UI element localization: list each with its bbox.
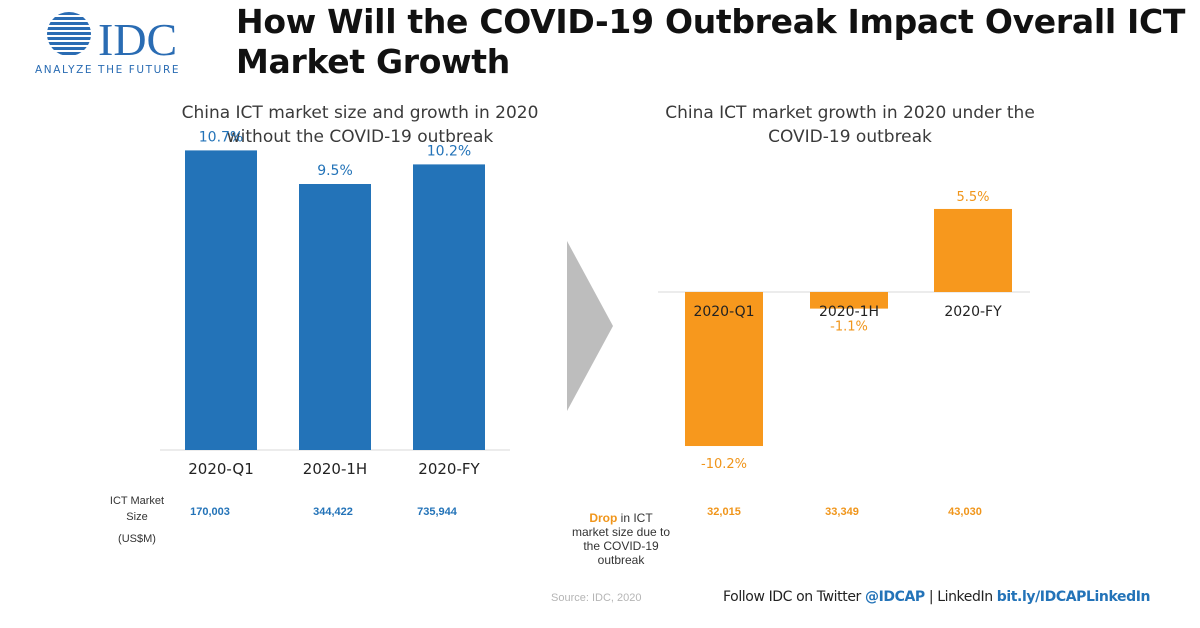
right-data-label: 5.5%	[956, 190, 989, 205]
market-size-1h: 344,422	[313, 506, 353, 518]
left-chart-title: China ICT market size and growth in 2020…	[181, 103, 539, 147]
left-category-label: 2020-Q1	[188, 460, 254, 478]
market-size-label: ICT Market Size (US$M)	[109, 495, 165, 545]
right-chart-title: China ICT market growth in 2020 under th…	[665, 103, 1035, 147]
market-size-fy: 735,944	[417, 506, 457, 518]
right-bar-2020-q1	[685, 292, 763, 447]
left-bar-2020-1h	[299, 184, 371, 450]
drop-fy: 43,030	[948, 506, 982, 518]
left-bar-2020-q1	[185, 150, 257, 450]
market-size-q1: 170,003	[190, 506, 230, 518]
right-category-label: 2020-FY	[944, 304, 1002, 320]
drop-q1: 32,015	[707, 506, 741, 518]
left-data-label: 10.2%	[427, 143, 471, 159]
right-category-label: 2020-1H	[819, 304, 879, 320]
drop-label: Drop in ICT market size due to the COVID…	[571, 511, 671, 567]
globe-icon	[47, 12, 91, 55]
left-bar-2020-fy	[413, 164, 485, 450]
right-bar-2020-fy	[934, 208, 1012, 292]
drop-1h: 33,349	[825, 506, 859, 518]
right-data-label: -1.1%	[830, 320, 868, 335]
left-category-label: 2020-1H	[303, 460, 367, 478]
arrow-icon	[567, 241, 613, 411]
twitter-link[interactable]: @IDCAP	[864, 589, 925, 605]
source-note: Source: IDC, 2020	[551, 592, 642, 604]
follow-line: Follow IDC on Twitter @IDCAP | LinkedIn …	[723, 589, 1151, 605]
right-category-label: 2020-Q1	[693, 304, 754, 320]
logo-tagline: ANALYZE THE FUTURE	[35, 64, 180, 76]
idc-logo: IDC ANALYZE THE FUTURE	[35, 12, 180, 76]
left-data-label: 9.5%	[317, 163, 353, 179]
linkedin-link[interactable]: bit.ly/IDCAPLinkedIn	[996, 589, 1151, 605]
left-category-label: 2020-FY	[418, 460, 480, 478]
right-chart: -10.2% 2020-Q1 -1.1%2020-1H 5.5% 2020-FY	[658, 190, 1030, 472]
page-title: How Will the COVID-19 Outbreak Impact Ov…	[236, 2, 1186, 81]
right-data-label: -10.2%	[701, 457, 747, 472]
right-bar-2020-1h	[810, 292, 888, 309]
left-data-label: 10.7%	[199, 129, 243, 145]
logo-brand: IDC	[98, 14, 177, 65]
left-chart: 10.7% 2020-Q1 9.5% 2020-1H 10.2% 2020-FY	[160, 129, 510, 478]
